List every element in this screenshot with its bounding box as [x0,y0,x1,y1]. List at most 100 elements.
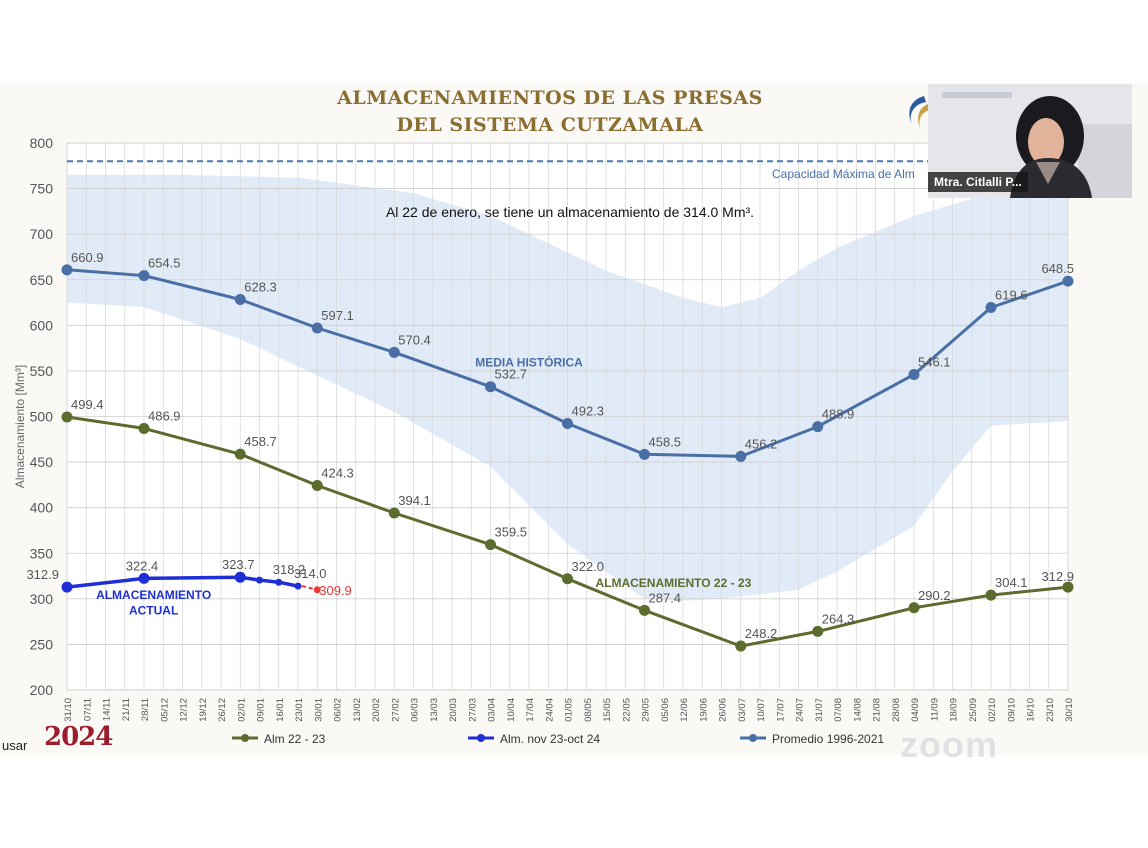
x-tick-label: 17/04 [525,698,536,722]
data-label: 654.5 [148,256,181,271]
data-point [812,625,824,637]
data-label: 322.0 [572,559,605,574]
conagua-logo-icon [909,96,930,128]
series-annotation: ALMACENAMIENTO 22 - 23 [595,576,751,590]
projection-label: 309.9 [319,583,352,598]
data-label: 456.2 [745,436,778,451]
data-label: 660.9 [71,250,104,265]
chart-title-line2: DEL SISTEMA CUTZAMALA [396,114,704,136]
x-tick-label: 03/07 [737,698,748,722]
data-point [735,640,747,652]
y-tick-label: 450 [30,454,54,470]
y-tick-label: 550 [30,363,54,379]
data-point [138,422,150,434]
video-participant-tile[interactable]: Mtra. Citlalli P... [928,84,1132,198]
x-tick-label: 21/08 [872,698,883,722]
x-tick-label: 15/05 [602,698,613,722]
data-point [639,448,650,460]
data-point [985,589,997,601]
x-tick-label: 06/02 [333,698,344,722]
data-point [234,571,246,583]
data-point [294,582,302,590]
zoom-watermark: zoom [900,724,998,765]
x-tick-label: 07/11 [82,698,93,721]
x-tick-label: 26/06 [718,698,729,722]
series-annotation: MEDIA HISTÓRICA [475,354,583,369]
x-tick-label: 20/03 [448,698,459,722]
data-point [311,322,323,334]
x-tick-label: 05/12 [159,698,170,722]
x-tick-label: 09/10 [1006,698,1017,722]
data-label: 290.2 [918,588,951,603]
data-label: 287.4 [649,590,682,605]
data-point [61,264,73,276]
y-tick-label: 300 [30,591,54,607]
data-point [388,507,400,519]
y-tick-label: 350 [30,545,54,561]
data-point [812,421,824,433]
x-tick-label: 18/09 [949,698,960,722]
x-tick-label: 30/10 [1064,698,1075,722]
series-annotation: ALMACENAMIENTO [96,588,211,602]
data-point [985,301,997,313]
chart-subtitle: Al 22 de enero, se tiene un almacenamien… [386,204,754,220]
x-tick-label: 30/01 [313,698,324,722]
y-tick-label: 600 [30,317,54,333]
x-tick-label: 14/08 [852,698,863,722]
chart-title-line1: ALMACENAMIENTOS DE LAS PRESAS [337,87,763,109]
x-tick-label: 07/08 [833,698,844,722]
data-point [234,448,246,460]
x-tick-label: 16/01 [275,698,286,722]
x-tick-label: 12/06 [679,698,690,722]
y-axis-label: Almacenamiento [Mm³] [13,365,27,488]
data-point [639,604,650,616]
data-label: 532.7 [495,367,528,382]
x-tick-label: 31/10 [63,698,74,722]
x-tick-label: 27/03 [467,698,478,722]
data-label: 359.5 [495,525,528,540]
data-label: 458.7 [244,434,277,449]
legend-label: Promedio 1996-2021 [772,732,884,746]
data-label: 458.5 [649,434,682,449]
capacity-label: Capacidad Máxima de Alm [772,167,915,181]
legend-swatch-marker [241,734,249,742]
x-tick-label: 16/10 [1026,698,1037,722]
data-label: 312.9 [26,567,59,582]
x-tick-label: 20/02 [371,698,382,722]
x-tick-label: 06/03 [410,698,421,722]
legend-label: Alm 22 - 23 [264,732,326,746]
x-tick-label: 31/07 [814,698,825,722]
data-label: 619.6 [995,287,1028,302]
x-tick-label: 03/04 [487,698,498,722]
data-label: 323.7 [222,557,255,572]
data-label: 486.9 [148,408,181,423]
x-tick-label: 22/05 [621,698,632,722]
x-tick-label: 09/01 [256,698,267,722]
y-tick-label: 400 [30,500,54,516]
x-tick-label: 13/03 [429,698,440,722]
data-label: 248.2 [745,626,778,641]
x-tick-label: 23/10 [1045,698,1056,722]
y-tick-label: 500 [30,409,54,425]
data-label: 570.4 [398,332,431,347]
projection-point [313,586,321,594]
y-tick-label: 250 [30,636,54,652]
data-point [562,573,573,585]
x-tick-label: 01/05 [564,698,575,722]
x-tick-label: 27/02 [390,698,401,722]
data-label: 314.0 [294,566,327,581]
data-point [485,381,496,393]
x-tick-label: 19/06 [698,698,709,722]
x-tick-label: 17/07 [775,698,786,722]
data-label: 488.9 [822,407,855,422]
data-point [1062,275,1074,287]
x-tick-label: 19/12 [198,698,209,722]
projection-line [301,585,318,591]
data-point [256,576,263,584]
y-tick-label: 650 [30,272,54,288]
data-point [138,270,150,282]
legend-label: Alm. nov 23-oct 24 [500,732,600,746]
data-point [735,450,747,462]
